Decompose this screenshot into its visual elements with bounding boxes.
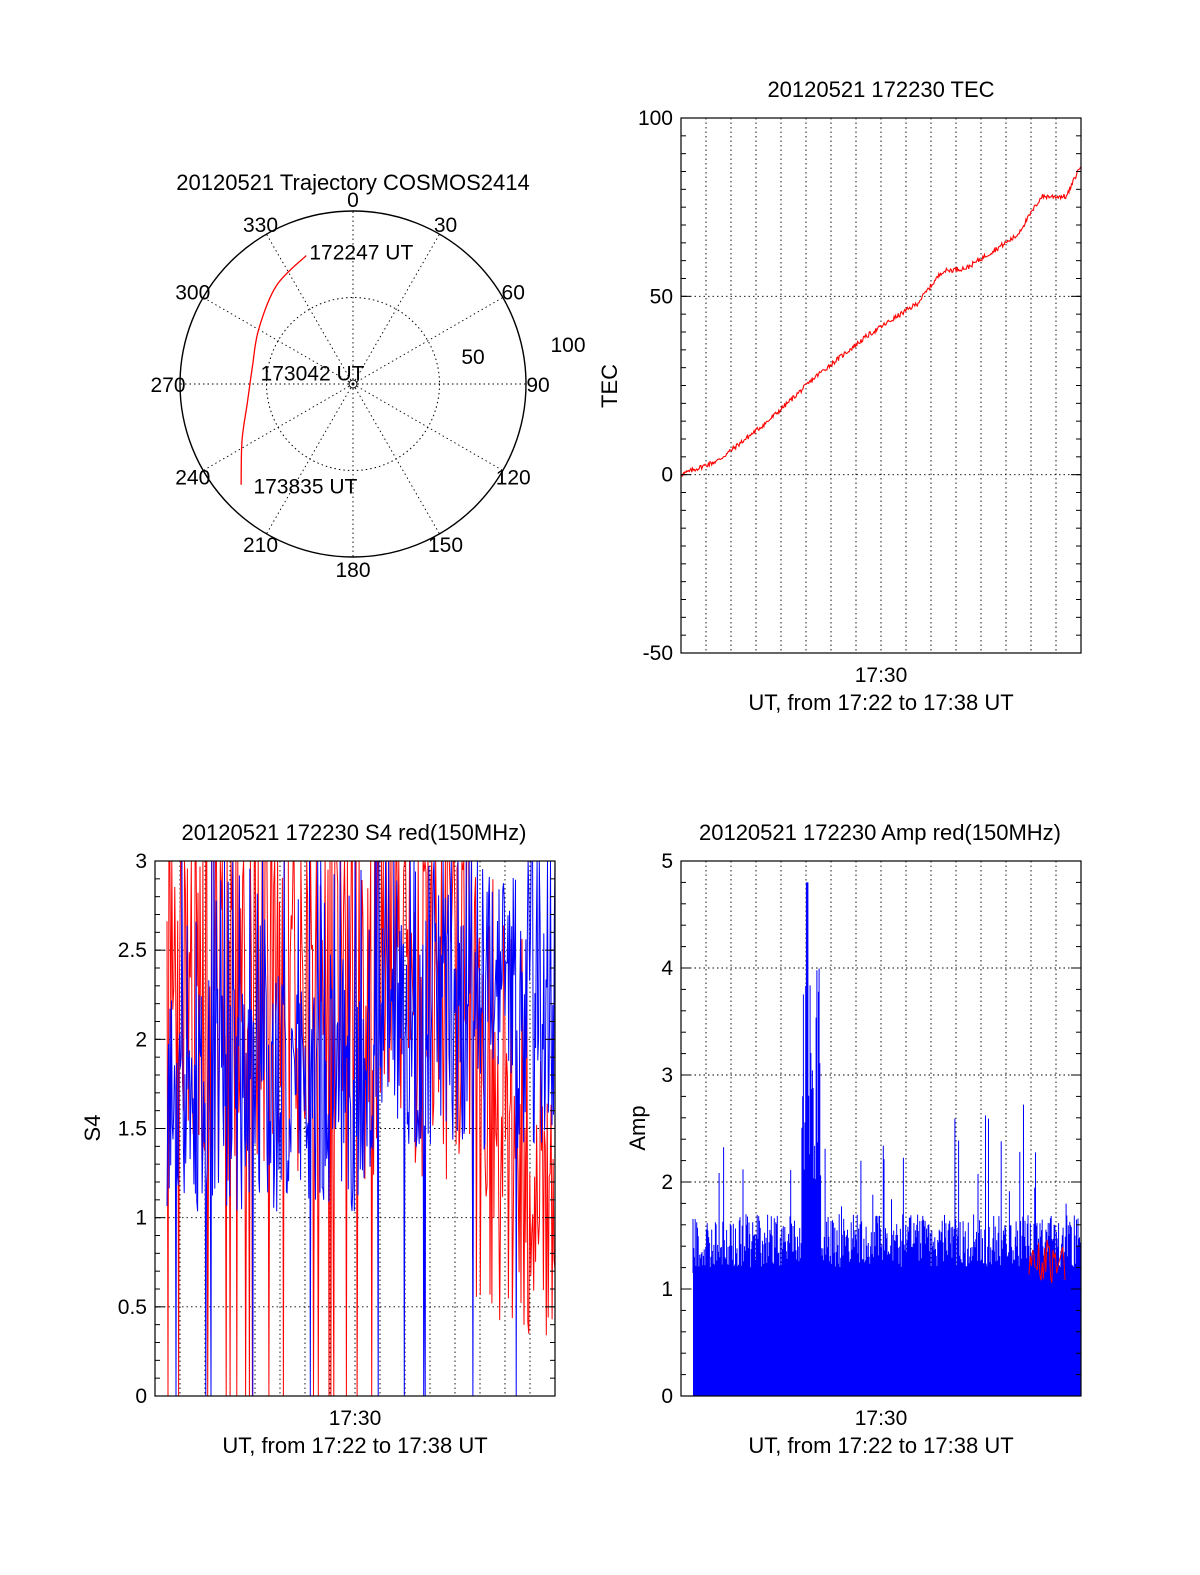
amp-y-tick-label: 5 [661, 850, 673, 873]
s4-y-tick-label: 2 [135, 1028, 147, 1051]
trajectory-time-label: 173042 UT [261, 362, 365, 385]
polar-azimuth-label: 150 [428, 534, 463, 557]
polar-radial-label: 50 [461, 346, 484, 369]
polar-spoke [352, 383, 440, 535]
tec-series [680, 166, 1082, 477]
amp-y-tick-label: 0 [661, 1385, 673, 1408]
trajectory-panel: 20120521 Trajectory COSMOS2414 0 30 60 90 12… [150, 170, 585, 582]
polar-outer-ring [179, 210, 527, 558]
s4-blue-series [166, 861, 555, 1396]
polar-azimuth-label: 90 [526, 374, 549, 397]
tec-y-tick-label: 100 [638, 107, 673, 130]
s4-y-ticks: 3 2.5 2 1.5 1 0.5 0 [118, 850, 555, 1408]
tec-y-axis-label: TEC [597, 364, 622, 408]
polar-azimuth-label: 120 [496, 467, 531, 490]
tec-grid [681, 118, 1081, 653]
amp-filled-area [693, 1267, 1081, 1396]
s4-clipped-series [166, 861, 555, 1396]
s4-title: 20120521 172230 S4 red(150MHz) [182, 820, 527, 845]
tec-y-tick-label: 50 [650, 285, 673, 308]
amp-red-series [1028, 1239, 1066, 1283]
polar-azimuth-label: 60 [502, 282, 525, 305]
polar-spoke [352, 297, 504, 385]
polar-grid [179, 210, 527, 558]
tec-title: 20120521 172230 TEC [767, 77, 994, 102]
polar-azimuth-label: 330 [243, 214, 278, 237]
trajectory-time-labels: 172247 UT 173042 UT 173835 UT [253, 242, 413, 499]
tec-y-tick-label: 0 [661, 464, 673, 487]
amp-y-ticks: 5 4 3 2 1 0 [661, 850, 1081, 1408]
trajectory-line [240, 255, 307, 485]
tec-x-tick-label: 17:30 [855, 664, 908, 687]
amp-y-tick-label: 3 [661, 1064, 673, 1087]
amp-y-tick-label: 4 [661, 957, 673, 980]
tec-y-ticks: 100 50 0 -50 [638, 107, 1081, 665]
s4-panel: 20120521 172230 S4 red(150MHz) 3 2.5 2 1.5 1… [80, 820, 556, 1458]
s4-y-tick-label: 0 [135, 1385, 147, 1408]
polar-azimuth-label: 30 [434, 214, 457, 237]
s4-y-tick-label: 1.5 [118, 1118, 147, 1141]
s4-series [166, 861, 555, 1396]
trajectory-track [240, 255, 307, 485]
amp-blue-spikes [692, 882, 1082, 1273]
polar-spoke [202, 383, 354, 471]
polar-spoke [266, 383, 354, 535]
polar-azimuth-label: 210 [243, 534, 278, 557]
s4-x-tick-label: 17:30 [329, 1407, 382, 1430]
amp-title: 20120521 172230 Amp red(150MHz) [699, 820, 1061, 845]
polar-center [348, 379, 358, 389]
polar-spoke [266, 233, 354, 385]
polar-azimuth-label: 270 [150, 374, 185, 397]
trajectory-time-label: 172247 UT [309, 242, 413, 265]
polar-azimuth-label: 240 [175, 467, 210, 490]
amp-panel: 20120521 172230 Amp red(150MHz) 5 4 3 2 1 0 A… [625, 820, 1082, 1458]
polar-spoke [352, 383, 504, 471]
s4-y-tick-label: 2.5 [118, 939, 147, 962]
polar-azimuth-labels: 0 30 60 90 120 150 180 210 240 270 300 330 50 100 [150, 189, 585, 582]
s4-y-tick-label: 3 [135, 850, 147, 873]
amp-y-axis-label: Amp [625, 1105, 650, 1150]
polar-radial-label: 100 [550, 334, 585, 357]
trajectory-title: 20120521 Trajectory COSMOS2414 [176, 170, 529, 195]
s4-x-axis-label: UT, from 17:22 to 17:38 UT [222, 1433, 487, 1458]
amp-x-tick-label: 17:30 [855, 1407, 908, 1430]
trajectory-time-label: 173835 UT [253, 476, 357, 499]
tec-x-axis-label: UT, from 17:22 to 17:38 UT [748, 690, 1013, 715]
tec-y-tick-label: -50 [643, 642, 673, 665]
amp-y-tick-label: 1 [661, 1278, 673, 1301]
amp-series [692, 882, 1082, 1396]
s4-y-tick-label: 0.5 [118, 1296, 147, 1319]
tec-line [680, 166, 1082, 477]
polar-spoke [352, 233, 440, 385]
polar-azimuth-label: 180 [335, 559, 370, 582]
s4-y-tick-label: 1 [135, 1207, 147, 1230]
polar-spoke [202, 297, 354, 385]
s4-y-axis-label: S4 [80, 1115, 105, 1142]
amp-plot-frame [680, 860, 1082, 1397]
amp-y-tick-label: 2 [661, 1171, 673, 1194]
amp-x-axis-label: UT, from 17:22 to 17:38 UT [748, 1433, 1013, 1458]
polar-azimuth-label: 300 [175, 282, 210, 305]
polar-azimuth-label: 0 [347, 189, 359, 212]
